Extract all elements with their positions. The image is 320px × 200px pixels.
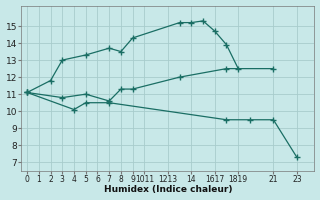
X-axis label: Humidex (Indice chaleur): Humidex (Indice chaleur) [104,185,232,194]
